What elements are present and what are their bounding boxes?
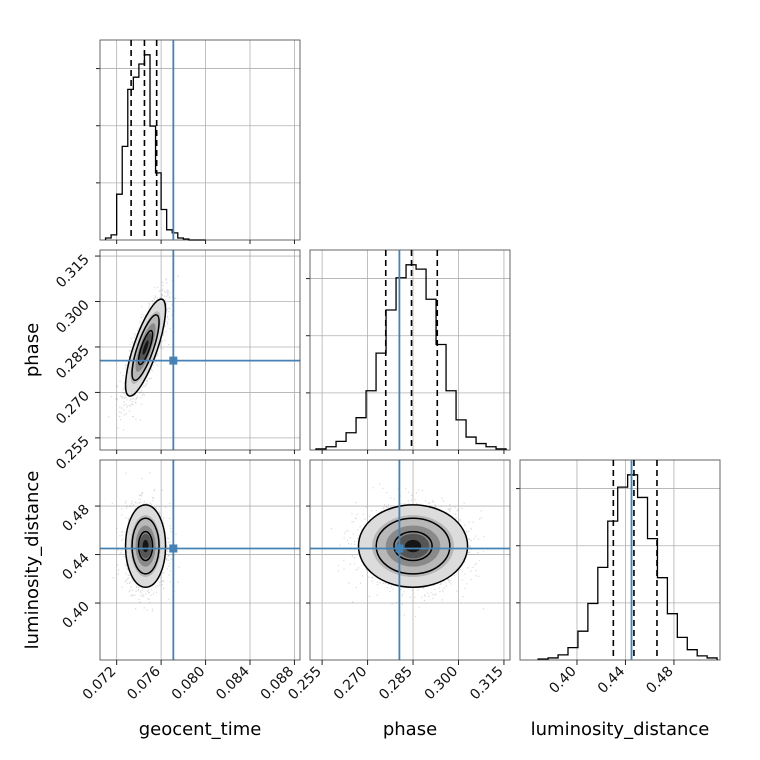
truth-marker [395,544,404,553]
x-tick-label: 0.315 [467,664,507,704]
y-tick-label: 0.285 [53,342,93,382]
x-tick-label: 0.084 [213,663,253,703]
marginal-panel-geocent_time [96,39,301,241]
x-tick-label: 0.270 [331,664,371,704]
histogram-geocent_time [104,54,206,241]
x-tick-label: 0.40 [546,664,579,697]
panel-frame [309,249,511,451]
contour-0 [137,329,154,366]
contour-0 [137,530,154,562]
x-tick-label: 0.285 [376,664,416,704]
x-tick-label: 0.44 [595,663,628,696]
contour-1 [131,314,160,382]
truth-marker [169,544,178,553]
y-tick-label: 0.48 [59,502,92,535]
x-axis-luminosity_distance: 0.40 0.44 0.48 luminosity_distance [531,660,710,740]
x-tick-label: 0.080 [169,664,209,704]
y-tick-label: 0.44 [59,550,92,583]
contour-1 [131,517,160,575]
y-tick-label: 0.270 [53,388,93,428]
density-level-4 [404,539,422,553]
joint-panel-geocent_time-luminosity_distance [99,459,301,661]
y-axis-luminosity_distance: 0.40 0.44 0.48 luminosity_distance [22,471,310,650]
joint-content [310,460,510,660]
density-level-4 [142,539,149,553]
marginal-panel-luminosity_distance [516,459,721,661]
x-tick-label: 0.076 [124,663,164,703]
contour-2 [124,298,167,397]
density-level-4 [142,340,149,355]
contour-1 [375,517,451,575]
panel-frame [519,459,721,661]
contour-2 [124,504,167,589]
x-axis-label-luminosity_distance: luminosity_distance [531,719,710,740]
y-axis-label-luminosity_distance: luminosity_distance [22,471,43,650]
y-tick-label: 0.300 [53,297,93,337]
y-tick-label: 0.40 [59,599,92,632]
joint-content [100,460,300,660]
joint-panel-geocent_time-phase [99,249,301,451]
x-axis-label-geocent_time: geocent_time [139,719,262,740]
joint-content [100,250,300,450]
x-axis-label-phase: phase [383,719,437,740]
truth-marker [169,356,178,365]
x-tick-label: 0.072 [80,664,120,704]
panel-frame [99,249,301,451]
panel-frame [309,459,511,661]
marginal-panel-phase [306,249,511,451]
panel-frame [99,459,301,661]
histogram-luminosity_distance [537,474,718,660]
x-tick-label: 0.48 [643,664,676,697]
contour-0 [393,530,433,562]
y-axis-phase: 0.255 0.270 0.285 0.300 0.315 phase [22,252,100,473]
y-tick-label: 0.315 [53,252,93,292]
contour-2 [357,504,469,589]
joint-panel-phase-luminosity_distance [309,459,511,661]
y-axis-label-phase: phase [22,323,43,377]
panel-frame [99,39,301,241]
x-tick-label: 0.300 [422,664,462,704]
y-tick-label: 0.255 [53,433,93,473]
